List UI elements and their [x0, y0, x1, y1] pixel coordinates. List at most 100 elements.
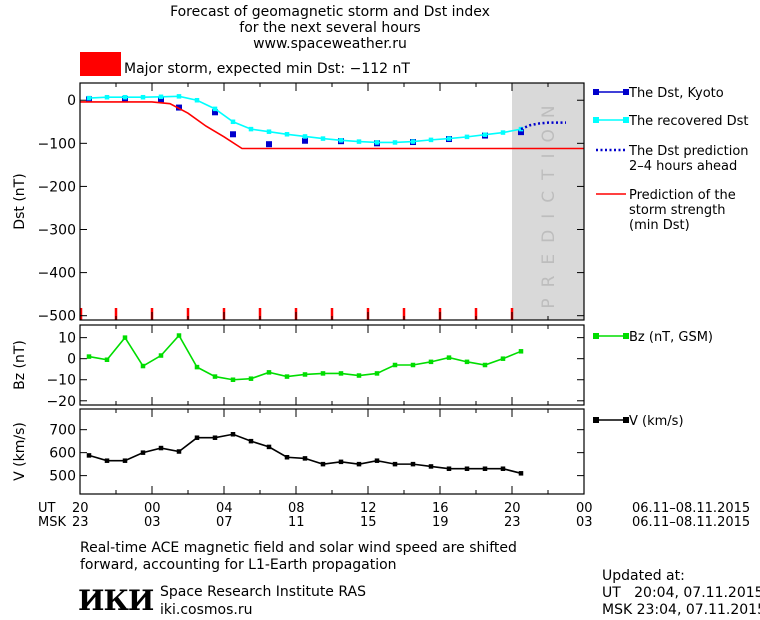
data-point — [284, 132, 290, 137]
legend-marker — [593, 333, 599, 339]
data-point — [140, 363, 146, 369]
legend-label: Prediction of the — [629, 188, 736, 203]
series-line — [520, 121, 566, 131]
data-point — [284, 454, 290, 460]
data-point — [104, 357, 110, 362]
data-point — [302, 137, 308, 144]
data-point — [410, 461, 416, 467]
data-point — [194, 364, 200, 370]
storm-level-label: Major storm, expected min Dst: −112 nT — [124, 61, 410, 77]
updated-ut: UT 20:04, 07.11.2015 — [602, 585, 760, 601]
series-line — [88, 433, 522, 475]
data-point — [104, 94, 110, 100]
ut-tick-label: 00 — [144, 501, 161, 516]
legend-marker — [623, 89, 629, 95]
y-tick-label: −20 — [46, 394, 76, 410]
data-point — [176, 333, 182, 338]
legend-marker — [623, 333, 629, 339]
ut-tick-label: 16 — [432, 501, 449, 516]
chart-title-line-2: for the next several hours — [239, 20, 421, 36]
data-point — [284, 374, 290, 379]
msk-tick-label: 03 — [576, 515, 593, 530]
data-point — [176, 94, 182, 99]
y-tick-label: 10 — [58, 331, 76, 347]
data-point — [410, 362, 416, 368]
institute-name: Space Research Institute RAS — [160, 584, 366, 600]
msk-tick-label: 19 — [432, 515, 449, 530]
data-point — [374, 371, 380, 376]
prediction-label: PREDICTION — [539, 94, 559, 308]
data-point — [446, 355, 452, 360]
msk-label: MSK — [38, 515, 66, 530]
data-point — [230, 377, 236, 382]
panel-0: PREDICTION 0 −100 −200 −300 −400 −500 Dst (nT) T… — [12, 82, 749, 325]
legend-marker — [623, 117, 629, 123]
data-point — [518, 471, 524, 476]
ut-date-range: 06.11–08.11.2015 — [632, 501, 751, 516]
data-point — [428, 359, 434, 365]
data-point — [518, 349, 524, 354]
data-point — [338, 138, 344, 143]
y-tick-label: −200 — [38, 179, 76, 195]
y-axis-label: V (km/s) — [12, 422, 28, 481]
data-point — [248, 376, 254, 381]
data-point — [104, 458, 110, 463]
panel-frame — [79, 324, 585, 406]
data-point — [122, 94, 128, 100]
data-point — [482, 132, 488, 137]
data-point — [266, 141, 272, 148]
data-point — [86, 95, 92, 101]
legend-marker — [593, 117, 599, 123]
institute-site[interactable]: iki.cosmos.ru — [160, 602, 253, 618]
ut-tick-label: 12 — [360, 501, 377, 516]
footer-note-line-1: Real-time ACE magnetic field and solar w… — [80, 540, 517, 556]
ut-tick-label: 20 — [72, 501, 89, 516]
data-point — [302, 372, 308, 377]
data-point — [500, 130, 506, 135]
data-point — [266, 444, 272, 450]
legend-label: The Dst prediction — [628, 144, 749, 159]
chart-title-url[interactable]: www.spaceweather.ru — [253, 36, 407, 52]
data-point — [356, 373, 362, 378]
ut-tick-label: 04 — [216, 501, 233, 516]
footer-note-line-2: forward, accounting for L1-Earth propaga… — [80, 557, 397, 573]
data-point — [428, 464, 434, 469]
data-point — [464, 134, 470, 140]
y-tick-label: 0 — [67, 352, 76, 368]
data-point — [464, 359, 470, 365]
storm-level-color-box — [80, 52, 121, 76]
y-tick-label: 0 — [67, 93, 76, 109]
data-point — [356, 461, 362, 467]
legend-marker — [593, 89, 599, 95]
y-tick-label: 500 — [49, 469, 76, 485]
data-point — [392, 362, 398, 368]
data-point — [428, 137, 434, 143]
data-point — [140, 94, 146, 100]
legend-marker — [593, 417, 599, 423]
data-point — [392, 461, 398, 467]
data-point — [374, 458, 380, 463]
ut-tick-label: 20 — [504, 501, 521, 516]
data-point — [374, 140, 380, 145]
legend-label: Bz (nT, GSM) — [629, 330, 713, 345]
y-axis-label: Bz (nT) — [12, 340, 28, 390]
data-point — [212, 374, 218, 379]
msk-tick-label: 23 — [72, 515, 89, 530]
data-point — [446, 136, 452, 141]
msk-tick-label: 23 — [504, 515, 521, 530]
series-line — [80, 101, 584, 150]
chart-title-line-1: Forecast of geomagnetic storm and Dst in… — [170, 4, 490, 20]
data-point — [158, 96, 164, 103]
legend-label: The recovered Dst — [628, 114, 748, 129]
data-point — [176, 449, 182, 454]
panel-frame — [79, 408, 585, 495]
data-point — [212, 435, 218, 440]
y-tick-label: −500 — [38, 309, 76, 325]
data-point — [518, 129, 524, 136]
msk-tick-label: 07 — [216, 515, 233, 530]
data-point — [338, 459, 344, 465]
ut-label: UT — [38, 501, 56, 516]
data-point — [122, 458, 128, 463]
y-tick-label: −100 — [38, 136, 76, 152]
